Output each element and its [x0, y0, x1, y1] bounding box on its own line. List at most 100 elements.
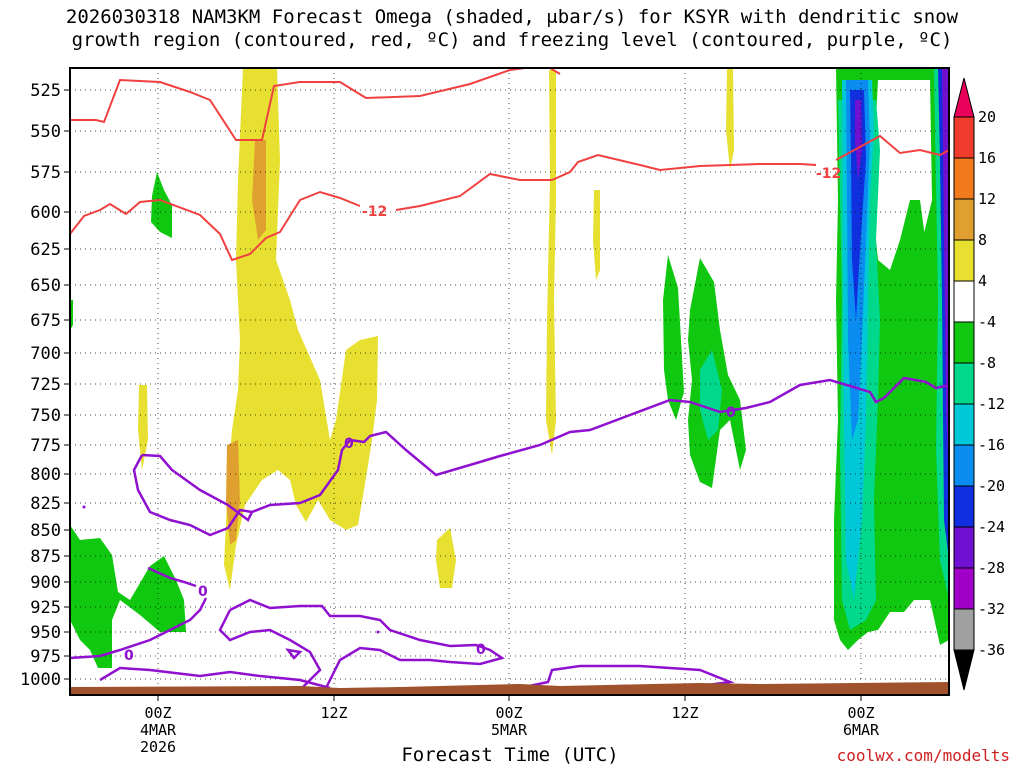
colorbar-label: -4: [978, 313, 996, 331]
y-tick-label: 650: [30, 276, 61, 296]
isotherm-label: 0: [124, 648, 134, 664]
colorbar-swatch: [953, 485, 975, 528]
y-tick-label: 850: [30, 521, 61, 541]
colorbar-swatch: [953, 116, 975, 159]
colorbar-label: -16: [978, 436, 1005, 454]
colorbar-swatch: [953, 157, 975, 200]
ground-strip: [70, 682, 949, 695]
y-tick-label: 800: [30, 465, 61, 485]
colorbar-label: -24: [978, 518, 1005, 536]
x-tick-label: 00Z: [847, 704, 874, 722]
colorbar-label: -36: [978, 641, 1005, 659]
isotherm-label: 0: [198, 584, 208, 600]
colorbar-swatch: [953, 608, 975, 651]
y-tick-label: 750: [30, 406, 61, 426]
y-tick-label: 900: [30, 573, 61, 593]
omega-negative-region-12: [700, 350, 722, 440]
colorbar-swatch: [953, 77, 975, 118]
colorbar-swatch: [953, 403, 975, 446]
tick-marks: [64, 89, 862, 701]
x-tick-year: 2026: [140, 738, 176, 756]
colorbar-label: -20: [978, 477, 1005, 495]
y-tick-label: 775: [30, 436, 61, 456]
isotherm-label: -12: [816, 166, 841, 182]
y-tick-label: 550: [30, 122, 61, 142]
colorbar-swatch: [953, 526, 975, 569]
freezing-level-line: [70, 566, 208, 660]
omega-negative-region: [663, 255, 684, 420]
freezing-level-line: [132, 454, 253, 537]
omega-negative-region: [151, 172, 172, 238]
colorbar-swatch: [953, 362, 975, 405]
isotherm-label: 0: [726, 405, 736, 421]
omega-negative-region-28: [942, 68, 949, 500]
omega-positive-region-small: [546, 70, 556, 455]
omega-positive-region-8: [252, 140, 266, 240]
freezing-level-dot: [82, 505, 86, 509]
freezing-level-dot: [376, 630, 380, 634]
x-tick-label: 00Z: [495, 704, 522, 722]
colorbar: 20 16 12 8 4 -4 -8 -12 -16 -20 -24 -28 -…: [953, 77, 1005, 691]
y-tick-label: 600: [30, 203, 61, 223]
freezing-level-line: [218, 598, 505, 695]
omega-negative-region-28: [855, 100, 862, 180]
colorbar-label: -8: [978, 354, 996, 372]
y-tick-label: 675: [30, 311, 61, 331]
colorbar-swatch: [953, 280, 975, 323]
isotherm-minus12-lower: [70, 172, 552, 262]
y-tick-label: 625: [30, 240, 61, 260]
x-tick-label: 12Z: [320, 704, 347, 722]
omega-positive-region-small: [436, 528, 456, 588]
omega-negative-region: [70, 525, 186, 668]
x-tick-date: 5MAR: [491, 721, 528, 739]
colorbar-label: 16: [978, 149, 996, 167]
y-tick-label: 525: [30, 81, 61, 101]
colorbar-label: -28: [978, 559, 1005, 577]
colorbar-swatch: [953, 198, 975, 241]
colorbar-label: 20: [978, 108, 996, 126]
y-tick-label: 925: [30, 598, 61, 618]
colorbar-swatch: [953, 321, 975, 364]
colorbar-swatch: [953, 444, 975, 487]
x-tick-label: 00Z: [144, 704, 171, 722]
colorbar-swatch: [953, 567, 975, 610]
y-axis: 525 550 575 600 625 650 675 700 725 750 …: [20, 81, 61, 690]
y-tick-label: 825: [30, 494, 61, 514]
y-tick-label: 700: [30, 344, 61, 364]
omega-positive-region-small: [726, 68, 734, 170]
omega-negative-region: [895, 200, 930, 300]
y-tick-label: 950: [30, 623, 61, 643]
chart-title-line2: growth region (contoured, red, ºC) and f…: [71, 29, 953, 51]
isotherm-minus12: -12 -12: [70, 68, 949, 262]
y-tick-label: 975: [30, 647, 61, 667]
credit-link[interactable]: coolwx.com/modelts: [836, 746, 1010, 765]
x-tick-date: 6MAR: [843, 721, 880, 739]
isotherm-zero: 0 0 0 0 0: [70, 376, 949, 695]
x-tick-date: 4MAR: [140, 721, 177, 739]
colorbar-label: -32: [978, 600, 1005, 618]
y-tick-label: 575: [30, 163, 61, 183]
omega-positive-region-8b: [226, 440, 240, 545]
isotherm-label: -12: [362, 204, 387, 220]
colorbar-swatch: [953, 239, 975, 282]
colorbar-label: 8: [978, 231, 987, 249]
x-tick-label: 12Z: [671, 704, 698, 722]
x-axis-title: Forecast Time (UTC): [401, 744, 619, 766]
colorbar-label: 12: [978, 190, 996, 208]
omega-positive-region-small: [593, 190, 600, 280]
isotherm-label: 0: [476, 642, 486, 658]
colorbar-label: 4: [978, 272, 987, 290]
isotherm-minus12-upper: [70, 68, 949, 181]
y-tick-label: 1000: [20, 670, 61, 690]
colorbar-swatch: [953, 649, 975, 691]
freezing-level-line: [141, 376, 949, 522]
y-tick-label: 725: [30, 375, 61, 395]
isotherm-label: 0: [344, 436, 354, 452]
colorbar-label: -12: [978, 395, 1005, 413]
chart-title-line1: 2026030318 NAM3KM Forecast Omega (shaded…: [65, 6, 959, 28]
x-axis: 00Z 4MAR 2026 12Z 00Z 5MAR 12Z 00Z 6MAR: [140, 704, 880, 756]
omega-positive-region-small: [138, 385, 148, 470]
omega-negative-region-24: [850, 90, 866, 320]
y-tick-label: 875: [30, 547, 61, 567]
